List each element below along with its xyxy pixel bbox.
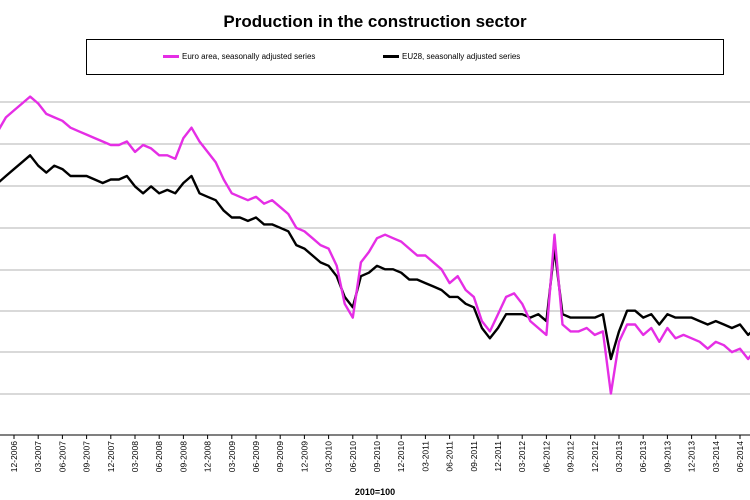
x-tick-label: 06-2010 [348,441,358,472]
x-tick-label: 12-2009 [299,441,309,472]
x-tick-label: 03-2010 [324,441,334,472]
legend-swatch-eu28 [383,55,399,59]
x-tick-label: 03-2011 [420,441,430,472]
x-tick-label: 03-2014 [711,441,721,472]
x-tick-label: 12-2011 [493,441,503,472]
legend-label-eu28: EU28, seasonally adjusted series [402,52,521,61]
legend: Euro area, seasonally adjusted series EU… [86,39,724,75]
x-tick-label: 12-2008 [203,441,213,472]
x-tick-label: 06-2009 [251,441,261,472]
x-tick-label: 06-2007 [57,441,67,472]
x-tick-label: 09-2013 [662,441,672,472]
x-tick-label: 03-2009 [227,441,237,472]
x-tick-label: 09-2011 [469,441,479,472]
x-tick-label: 09-2009 [275,441,285,472]
x-tick-label: 09-2007 [82,441,92,472]
legend-entry-eu28: EU28, seasonally adjusted series [383,52,520,61]
legend-entry-euro-area: Euro area, seasonally adjusted series [163,52,315,61]
x-tick-label: 12-2010 [396,441,406,472]
x-tick-label: 06-2014 [735,441,745,472]
x-tick-label: 09-2012 [566,441,576,472]
x-tick-label: 06-2008 [154,441,164,472]
legend-swatch-euro-area [163,55,179,59]
x-tick-label: 12-2007 [106,441,116,472]
x-tick-label: 03-2012 [517,441,527,472]
x-tick-label: 03-2008 [130,441,140,472]
x-tick-label: 12-2012 [590,441,600,472]
series-line-eu28 [0,154,750,361]
x-tick-label: 09-2008 [178,441,188,472]
x-tick-label: 06-2013 [638,441,648,472]
x-axis-label: 2010=100 [354,487,396,497]
x-tick-label: 12-2013 [687,441,697,472]
x-tick-label: 03-2007 [33,441,43,472]
x-tick-label: 12-2006 [9,441,19,472]
x-tick-label: 03-2013 [614,441,624,472]
x-tick-label: 09-2010 [372,441,382,472]
series-line-euro-area [0,95,750,395]
x-tick-label: 06-2011 [445,441,455,472]
x-tick-label: 06-2012 [541,441,551,472]
chart-title: Production in the construction sector [223,12,527,31]
legend-label-euro-area: Euro area, seasonally adjusted series [182,52,316,61]
